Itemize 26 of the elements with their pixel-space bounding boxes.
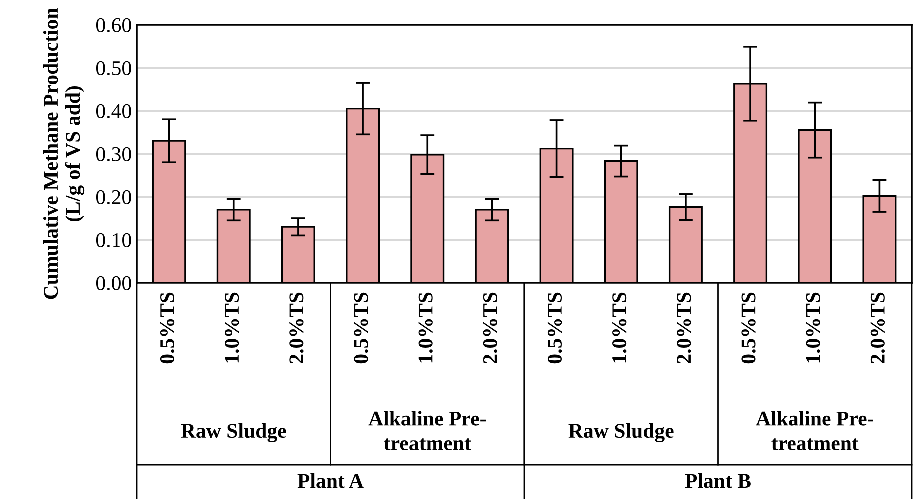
text: Raw Sludge [568, 423, 674, 443]
x-tick-label: 1.0%TS [806, 292, 820, 363]
text: Plant B [685, 474, 751, 488]
y-tick-label: 0.40 [96, 104, 132, 119]
x-tick-label: 2.0%TS [290, 292, 304, 364]
x-tick-label: 0.5%TS [742, 292, 756, 364]
y-tick-label: 0.30 [96, 147, 132, 162]
x-tick-label: 2.0%TS [483, 292, 498, 364]
text: Alkaline Pre- treatment [756, 411, 874, 451]
x-tick-label: 2.0%TS [870, 292, 886, 364]
text: Raw Sludge [181, 423, 286, 443]
y-tick-label: 0.10 [96, 233, 132, 248]
text: Plant A [298, 474, 364, 488]
y-tick-label: 0.00 [96, 276, 132, 291]
x-tick-label: 0.5%TS [160, 292, 175, 364]
y-tick-label: 0.20 [96, 190, 132, 205]
x-tick-label: 1.0%TS [225, 292, 240, 363]
y-tick-label: 0.60 [96, 18, 132, 33]
y-axis-title: Cumulative Methane Production (L/g of VS add) [43, 8, 85, 300]
text: Alkaline Pre- treatment [368, 411, 486, 451]
y-tick-label: 0.50 [96, 61, 132, 76]
x-tick-label: 1.0%TS [418, 292, 433, 363]
x-tick-label: 2.0%TS [677, 292, 692, 364]
x-tick-label: 0.5%TS [354, 292, 368, 364]
x-tick-label: 0.5%TS [548, 292, 562, 364]
x-tick-label: 1.0%TS [612, 292, 627, 363]
